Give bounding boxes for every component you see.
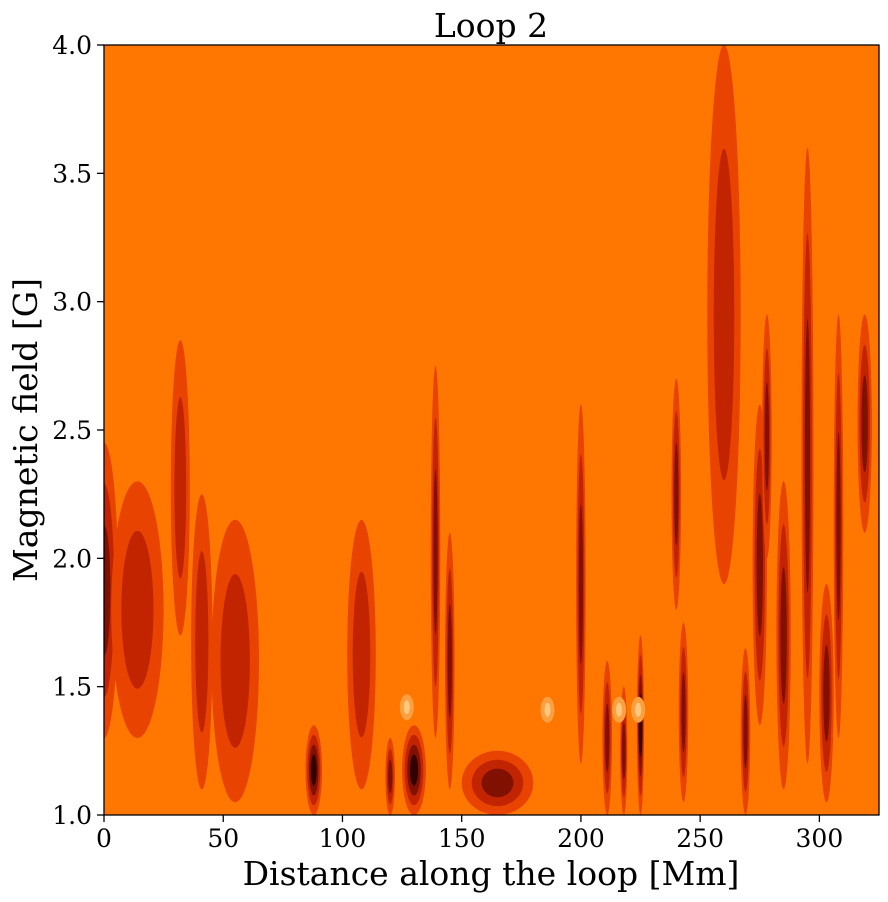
contour-level-2 [174,397,187,579]
y-tick-label: 3.5 [52,159,92,188]
x-axis-ticks: 0 50 100 150 200 250 300 [96,815,843,853]
contour-level-1 [433,469,438,635]
contour-level-2 [121,530,154,689]
x-tick-label: 300 [796,824,844,853]
bright-spot [616,702,623,717]
contour-level-1 [764,382,770,491]
y-tick-label: 1.5 [52,673,92,702]
contour-level-2 [220,574,250,748]
y-tick-label: 4.0 [52,31,92,60]
contour-level-0 [409,754,419,786]
x-tick-label: 150 [438,824,486,853]
bright-spot [635,702,642,717]
x-tick-label: 50 [207,824,239,853]
contour-level-1 [681,672,686,753]
contour-level-0 [310,754,317,786]
y-tick-label: 1.0 [52,801,92,830]
contour-level-1 [823,644,830,742]
contour-level-1 [481,768,514,798]
y-axis-ticks: 1.0 1.5 2.0 2.5 3.0 3.5 4.0 [52,31,104,830]
x-tick-label: 100 [319,824,367,853]
x-tick-label: 250 [676,824,724,853]
contour-level-1 [861,375,868,473]
y-axis-label: Magnetic field [G] [6,278,45,582]
contour-level-1 [578,504,584,664]
contour-level-1 [836,432,841,621]
contour-level-1 [743,694,748,769]
contour-level-1 [780,566,787,704]
contour-regions [104,45,872,815]
contour-level-2 [713,148,735,481]
y-tick-label: 2.0 [52,544,92,573]
contour-level-2 [195,551,209,733]
y-tick-label: 3.0 [52,288,92,317]
contour-level-1 [388,759,393,794]
contour-level-1 [605,703,610,773]
contour-level-1 [756,493,763,637]
bright-spot [544,702,551,717]
chart-title: Loop 2 [434,6,548,45]
x-axis-label: Distance along the loop [Mm] [243,854,740,893]
contour-level-1 [447,604,452,718]
y-tick-label: 2.5 [52,416,92,445]
contour-level-1 [104,524,111,656]
bright-spot [403,700,410,715]
contour-level-1 [621,722,626,780]
contour-level-1 [804,318,811,593]
x-tick-label: 0 [96,824,112,853]
x-tick-label: 200 [557,824,605,853]
contour-level-2 [352,571,371,738]
contour-level-1 [674,442,679,546]
